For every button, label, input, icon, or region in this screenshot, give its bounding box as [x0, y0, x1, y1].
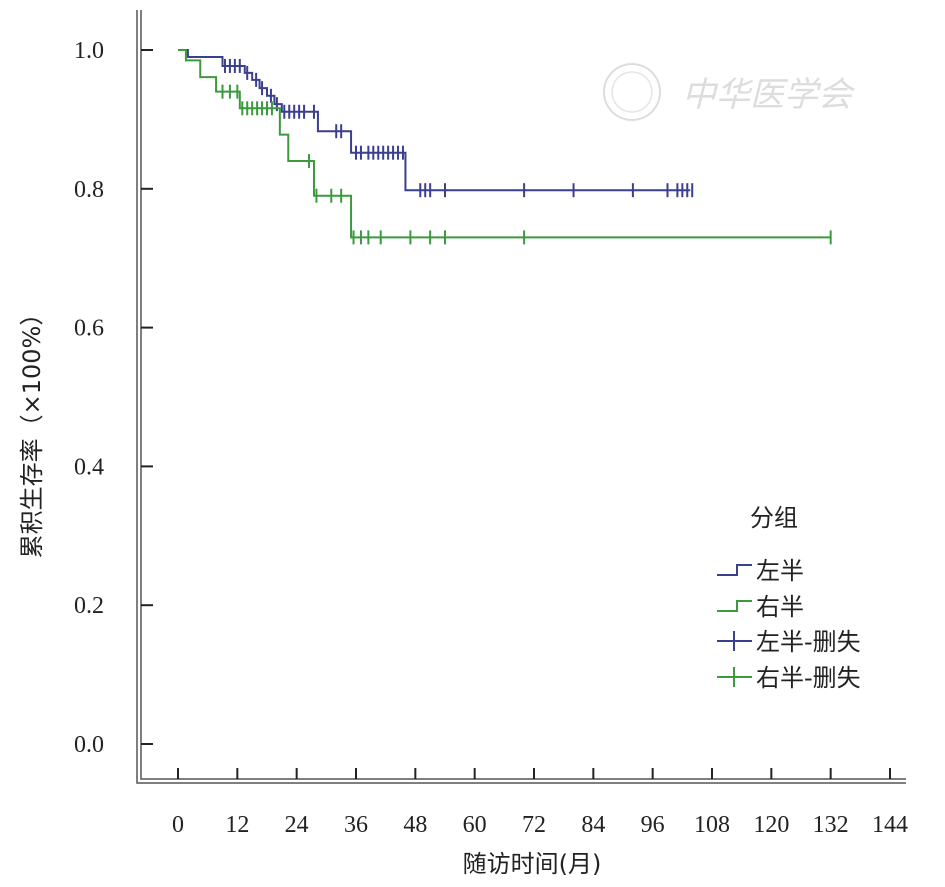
watermark-text: 中华医学会: [682, 75, 856, 115]
legend-line-right: [717, 600, 752, 612]
y-axis-label: 累积生存率（×100%）: [18, 302, 46, 559]
x-tick-label: 36: [344, 812, 368, 838]
x-tick-label: 0: [172, 812, 184, 838]
x-tick-label: 24: [285, 812, 309, 838]
axes: 0 12 24 36 48 60 72 84 96 108 120 132 144 0.0 0.2 0.4 0.…: [74, 10, 908, 838]
watermark: 中华医学会: [603, 63, 856, 121]
survival-curve: [178, 49, 831, 239]
series-group: [178, 49, 832, 245]
legend-censor-left: [717, 631, 752, 651]
legend-label-left: 左半: [756, 557, 804, 585]
y-tick-label: 0.2: [74, 593, 104, 619]
x-tick-label: 144: [872, 812, 908, 838]
legend-line-left: [717, 564, 752, 576]
legend: 分组 左半 右半 左半-删失 右半-删失: [717, 504, 861, 692]
series-right: [178, 49, 832, 245]
y-tick-label: 0.8: [74, 177, 104, 203]
x-axis-label: 随访时间(月): [463, 850, 602, 878]
series-left: [178, 49, 694, 198]
x-tick-label: 132: [813, 812, 849, 838]
legend-censor-right: [717, 667, 752, 687]
x-tick-label: 84: [581, 812, 605, 838]
y-tick-label: 0.6: [74, 316, 104, 342]
legend-label-left-censored: 左半-删失: [756, 628, 861, 656]
legend-label-right: 右半: [756, 593, 804, 621]
x-tick-label: 108: [694, 812, 730, 838]
survival-curve: [178, 49, 691, 192]
x-tick-label: 96: [641, 812, 665, 838]
y-tick-label: 1.0: [74, 38, 104, 64]
axis-frame-outer: [136, 10, 906, 784]
x-tick-label: 48: [403, 812, 427, 838]
x-tick-label: 72: [522, 812, 546, 838]
y-tick-label: 0.0: [74, 732, 104, 758]
legend-title: 分组: [750, 504, 798, 532]
legend-label-right-censored: 右半-删失: [756, 664, 861, 692]
x-tick-label: 60: [463, 812, 487, 838]
axis-frame-inner: [140, 10, 906, 780]
x-tick-label: 120: [753, 812, 789, 838]
y-tick-label: 0.4: [74, 454, 104, 480]
x-tick-label: 12: [225, 812, 249, 838]
